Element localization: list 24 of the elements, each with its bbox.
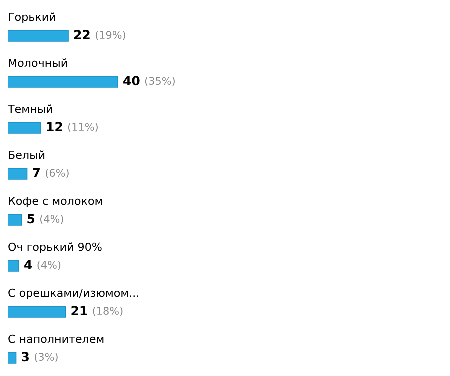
bar [8, 122, 42, 134]
data-label: 7 (6%) [33, 168, 69, 178]
y-tick-label: С орешками/изюмом... [8, 288, 138, 300]
data-label: 40 (35%) [124, 76, 175, 86]
bar [8, 352, 17, 364]
y-tick-label: Темный [8, 104, 52, 114]
data-label: 3 (3%) [22, 352, 58, 362]
bar [8, 168, 28, 180]
bar [8, 30, 69, 42]
data-label: 5 (4%) [28, 214, 64, 224]
y-tick-label: Белый [9, 150, 45, 160]
y-tick-label: Молочный [9, 58, 68, 68]
data-label: 22 (19%) [74, 30, 126, 40]
bar [8, 76, 118, 88]
y-tick-label: Оч горький 90% [8, 242, 102, 254]
data-label: 21 (18%) [72, 306, 123, 316]
data-label: 4 (4%) [24, 260, 61, 270]
bar [8, 214, 22, 226]
y-tick-label: Кофе с молоком [9, 196, 102, 208]
bar [8, 306, 66, 318]
y-tick-label: Горький [9, 12, 56, 24]
data-label: 12 (11%) [47, 122, 98, 132]
bar [8, 260, 20, 272]
y-tick-label: С наполнителем [8, 334, 104, 344]
